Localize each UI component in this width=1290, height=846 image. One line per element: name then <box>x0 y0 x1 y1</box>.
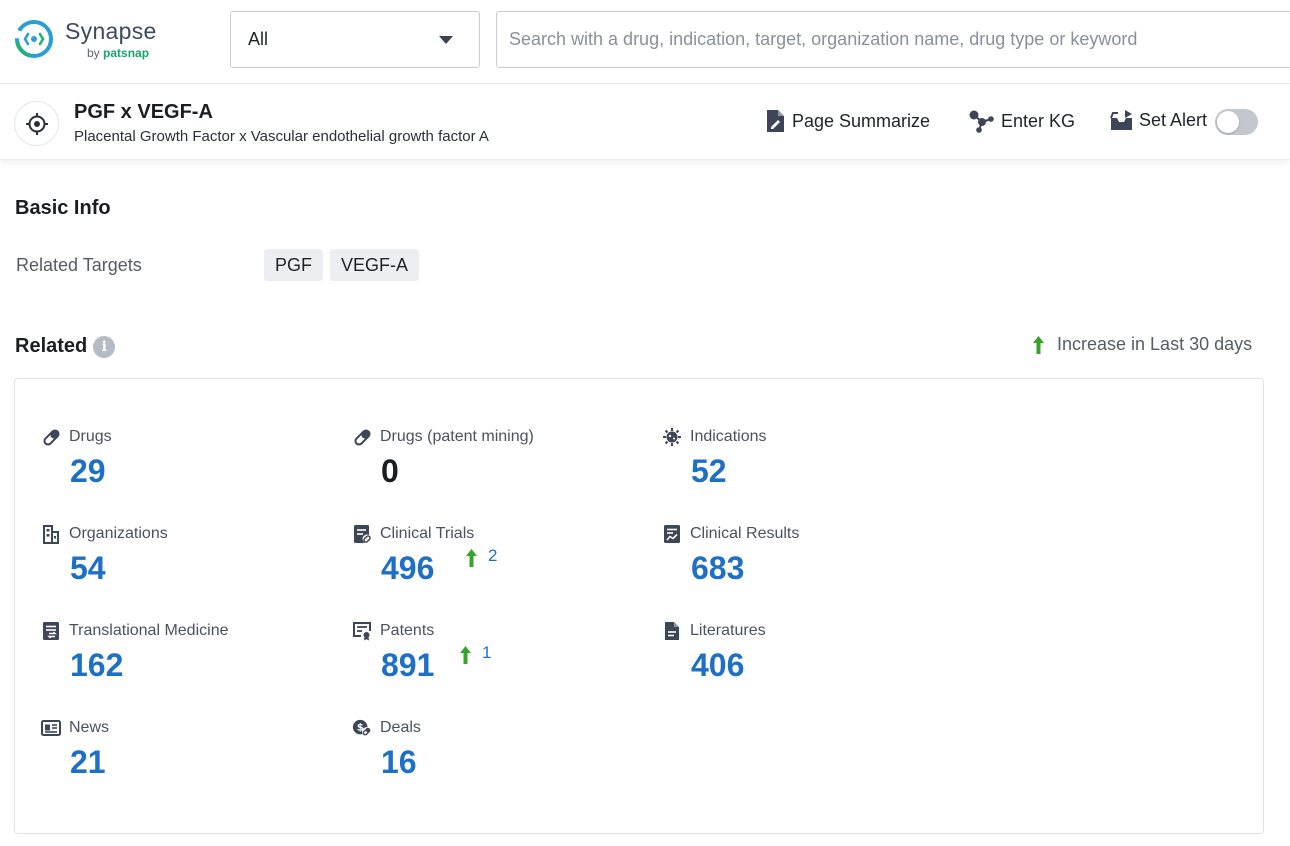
stat-deals[interactable]: $ Deals 16 <box>352 718 652 808</box>
alert-toggle[interactable] <box>1215 109 1258 135</box>
stat-drugs-patent-mining-label: Drugs (patent mining) <box>380 428 534 446</box>
search-scope-value: All <box>248 29 268 50</box>
stat-patents-increase-value: 1 <box>482 643 491 663</box>
increase-legend-text: Increase in Last 30 days <box>1057 334 1252 355</box>
stat-translational-medicine-value[interactable]: 162 <box>70 647 123 684</box>
stat-news[interactable]: News 21 <box>41 718 341 808</box>
stat-clinical-trials-increase: 2 <box>465 546 497 568</box>
stat-news-value[interactable]: 21 <box>70 744 106 781</box>
top-bar: Synapse by patsnap All <box>0 0 1290 84</box>
up-arrow-icon <box>465 548 478 568</box>
stat-clinical-trials-increase-value: 2 <box>488 546 497 566</box>
enter-kg-button[interactable]: Enter KG <box>968 109 1075 133</box>
stat-literatures[interactable]: Literatures 406 <box>662 621 962 711</box>
stat-deals-value[interactable]: 16 <box>381 744 417 781</box>
stat-organizations-value[interactable]: 54 <box>70 550 106 587</box>
stat-clinical-results[interactable]: Clinical Results 683 <box>662 524 962 614</box>
target-tag-pgf[interactable]: PGF <box>264 249 323 281</box>
clinical-results-icon <box>662 524 682 544</box>
knowledge-graph-icon <box>968 109 995 133</box>
stat-organizations[interactable]: Organizations 54 <box>41 524 341 614</box>
stat-drugs[interactable]: Drugs 29 <box>41 427 341 517</box>
alert-inbox-icon <box>1110 109 1133 131</box>
stat-translational-medicine[interactable]: Translational Medicine 162 <box>41 621 341 711</box>
stat-indications[interactable]: Indications 52 <box>662 427 962 517</box>
page-title: PGF x VEGF-A <box>74 101 213 124</box>
page-subtitle: Placental Growth Factor x Vascular endot… <box>74 128 489 145</box>
stat-drugs-value[interactable]: 29 <box>70 453 106 490</box>
alert-toggle-knob <box>1217 111 1239 133</box>
clinical-trials-icon <box>352 524 372 544</box>
target-tag-vegf-a[interactable]: VEGF-A <box>330 249 419 281</box>
related-heading: Related i <box>15 335 115 358</box>
info-icon[interactable]: i <box>93 336 115 358</box>
stat-patents-label: Patents <box>380 622 434 640</box>
stat-clinical-results-label: Clinical Results <box>690 525 799 543</box>
stat-clinical-trials-label: Clinical Trials <box>380 525 474 543</box>
document-icon <box>662 621 682 641</box>
stat-indications-value[interactable]: 52 <box>691 453 727 490</box>
stat-deals-label: Deals <box>380 719 421 737</box>
up-arrow-icon <box>1032 335 1045 355</box>
stat-clinical-results-value[interactable]: 683 <box>691 550 744 587</box>
brand-by-brand: patsnap <box>103 46 149 60</box>
stat-patents-increase: 1 <box>459 643 491 665</box>
patent-icon <box>352 621 372 641</box>
stat-drugs-patent-mining[interactable]: Drugs (patent mining) 0 <box>352 427 652 517</box>
page-summarize-button[interactable]: Page Summarize <box>765 109 930 133</box>
page-summarize-label: Page Summarize <box>792 111 930 132</box>
stat-literatures-value[interactable]: 406 <box>691 647 744 684</box>
virus-icon <box>662 427 682 447</box>
building-icon <box>41 524 61 544</box>
search-box <box>496 11 1290 68</box>
stat-organizations-label: Organizations <box>69 525 168 543</box>
related-stats-card: Drugs 29 Drugs (patent mining) 0 Indicat… <box>14 378 1264 834</box>
pill-icon <box>352 427 372 447</box>
enter-kg-label: Enter KG <box>1001 111 1075 132</box>
translational-icon <box>41 621 61 641</box>
entity-header: PGF x VEGF-A Placental Growth Factor x V… <box>0 84 1290 160</box>
stat-clinical-trials-value[interactable]: 496 <box>381 550 434 587</box>
search-input[interactable] <box>497 12 1290 67</box>
stat-clinical-trials[interactable]: Clinical Trials 496 2 <box>352 524 652 614</box>
related-heading-text: Related <box>15 335 87 358</box>
set-alert-button[interactable]: Set Alert <box>1110 109 1207 131</box>
stat-drugs-label: Drugs <box>69 428 112 446</box>
stat-patents[interactable]: Patents 891 1 <box>352 621 652 711</box>
synapse-logo-icon <box>13 17 55 61</box>
basic-info-heading: Basic Info <box>15 197 111 220</box>
stat-drugs-patent-mining-value: 0 <box>381 453 399 490</box>
deals-icon: $ <box>352 718 372 738</box>
summarize-icon <box>765 109 786 133</box>
stat-indications-label: Indications <box>690 428 767 446</box>
set-alert-label: Set Alert <box>1139 110 1207 131</box>
target-icon <box>14 101 59 146</box>
brand-byline: by patsnap <box>65 47 157 59</box>
news-icon <box>41 718 61 738</box>
stat-translational-medicine-label: Translational Medicine <box>69 622 228 640</box>
stat-literatures-label: Literatures <box>690 622 766 640</box>
up-arrow-icon <box>459 645 472 665</box>
search-scope-select[interactable]: All <box>230 11 480 68</box>
synapse-logo[interactable]: Synapse by patsnap <box>13 17 157 61</box>
increase-legend: Increase in Last 30 days <box>1032 334 1252 355</box>
stat-patents-value[interactable]: 891 <box>381 647 434 684</box>
brand-name: Synapse <box>65 20 157 43</box>
related-targets-label: Related Targets <box>16 255 142 276</box>
brand-by: by <box>87 46 100 60</box>
caret-down-icon <box>439 36 453 44</box>
stat-news-label: News <box>69 719 109 737</box>
pill-icon <box>41 427 61 447</box>
